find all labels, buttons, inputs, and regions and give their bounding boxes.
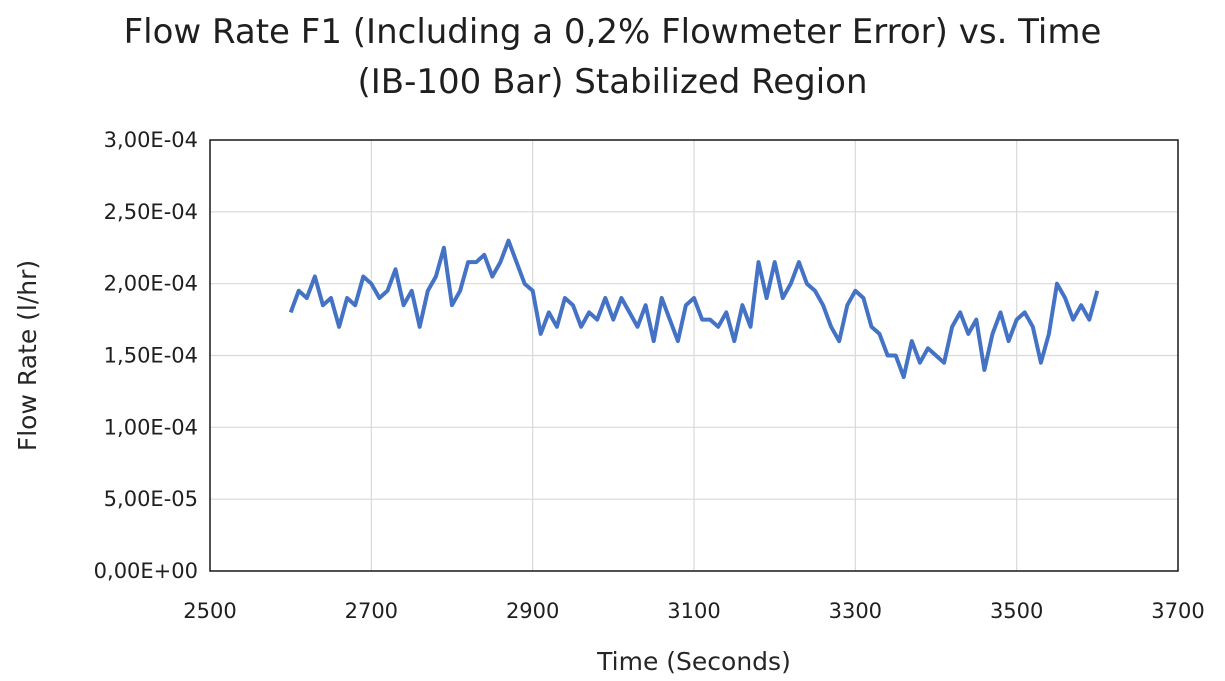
y-axis-title: Flow Rate (l/hr) [13,260,42,451]
x-tick-label: 3100 [667,599,720,623]
chart-subtitle: (IB-100 Bar) Stabilized Region [357,62,868,102]
y-tick-label: 2,00E-04 [104,272,198,296]
x-tick-label: 2900 [506,599,559,623]
x-tick-label: 3500 [990,599,1043,623]
x-tick-label: 2700 [345,599,398,623]
y-tick-label: 1,50E-04 [104,344,198,368]
chart-title: Flow Rate F1 (Including a 0,2% Flowmeter… [123,12,1102,52]
grid-lines [209,139,1179,572]
x-tick-label: 3300 [829,599,882,623]
plot-area-frame [209,139,1179,572]
y-tick-label: 5,00E-05 [104,487,198,511]
tick-labels: 2500 2700 2900 3100 3300 3500 3700 0,00E+00 5,00… [94,128,1205,623]
y-tick-label: 2,50E-04 [104,200,198,224]
y-tick-label: 1,00E-04 [104,415,198,439]
series-layer [288,238,1100,379]
x-tick-label: 3700 [1151,599,1204,623]
x-tick-label: 2500 [183,599,236,623]
y-tick-label: 3,00E-04 [104,128,198,152]
y-tick-label: 0,00E+00 [94,559,198,583]
flow-rate-series-line [288,238,1100,379]
x-axis-title: Time (Seconds) [596,647,791,676]
